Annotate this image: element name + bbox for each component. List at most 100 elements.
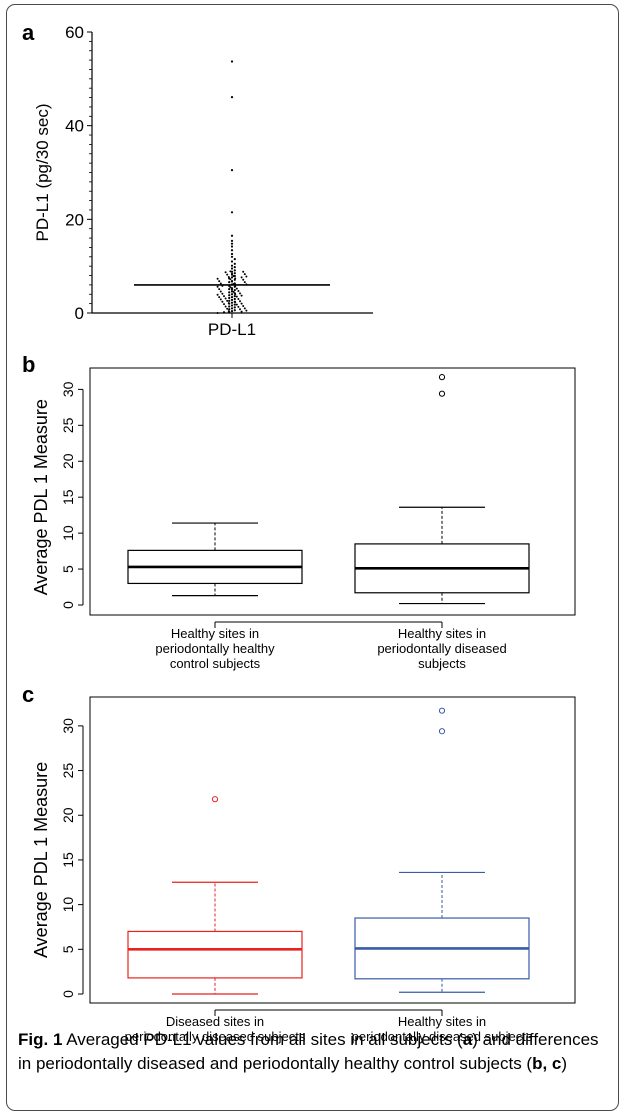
data-point: [231, 280, 233, 283]
data-point: [234, 285, 237, 288]
y-tick-label: 20: [65, 210, 84, 229]
data-point: [230, 169, 234, 172]
data-point: [230, 245, 234, 248]
data-point: [216, 293, 219, 296]
y-tick-label: 30: [60, 381, 76, 397]
outlier-point: [438, 728, 446, 735]
x-tick-label: control subjects: [170, 656, 261, 671]
caption-text-3: ): [561, 1054, 568, 1073]
y-tick-label: 5: [60, 565, 76, 573]
data-point: [228, 296, 231, 300]
data-point: [228, 299, 231, 302]
outlier-point: [438, 707, 446, 714]
data-point: [228, 291, 231, 294]
data-point: [230, 290, 234, 293]
data-point: [230, 234, 234, 237]
data-point: [230, 249, 234, 252]
x-tick-label: Healthy sites in: [171, 626, 259, 641]
data-point: [234, 293, 237, 296]
data-point: [234, 301, 237, 304]
data-point: [233, 269, 236, 272]
caption-text-2: ) and differences in periodontally disea…: [18, 1030, 599, 1073]
x-tick-label: Healthy sites in: [398, 626, 486, 641]
data-point: [228, 305, 231, 308]
data-point: [230, 252, 234, 256]
data-point: [230, 270, 234, 273]
data-point: [226, 299, 229, 302]
panel-a: a 0 20 40 60 PD-L1 PD-L1 (pg/30 sec): [22, 20, 373, 339]
data-point: [233, 266, 236, 269]
data-point: [231, 288, 233, 291]
data-point: [230, 264, 234, 267]
x-tick-label: subjects: [418, 656, 466, 671]
data-point: [240, 294, 243, 297]
y-tick-label: 20: [60, 453, 76, 469]
figure-caption: Fig. 1 Averaged PD-L1 values from all si…: [18, 1028, 613, 1076]
data-point: [230, 304, 234, 307]
data-point: [224, 271, 227, 274]
y-tick-label: 10: [60, 525, 76, 541]
data-point: [216, 277, 219, 280]
iqr-box: [127, 930, 303, 979]
data-point: [232, 275, 235, 278]
data-point: [230, 298, 234, 301]
data-point: [230, 310, 234, 313]
data-point: [233, 306, 236, 309]
data-point: [230, 295, 234, 299]
caption-text-1: Averaged PD-L1 values from all sites in …: [62, 1030, 463, 1049]
data-point: [224, 305, 227, 308]
y-tick-label: 25: [60, 417, 76, 433]
x-tick-label: periodontally healthy: [155, 641, 275, 656]
y-tick-label: 10: [60, 897, 76, 913]
data-point: [224, 297, 227, 300]
data-point: [234, 277, 237, 280]
data-point: [245, 309, 248, 312]
y-axis-label: Average PDL 1 Measure: [31, 762, 51, 958]
y-tick-label: 15: [60, 852, 76, 868]
data-point: [239, 292, 241, 295]
data-point: [228, 308, 231, 311]
outlier-point: [438, 390, 446, 397]
plot-border: [89, 367, 576, 616]
caption-ref-a: a: [462, 1030, 473, 1049]
data-point: [230, 239, 234, 242]
x-tick-label: periodontally diseased subjects: [352, 1029, 533, 1044]
data-point: [216, 312, 219, 314]
data-point: [243, 281, 246, 284]
outlier-point: [438, 374, 446, 381]
data-point: [218, 296, 221, 299]
data-point: [235, 303, 238, 306]
data-point: [219, 282, 222, 285]
data-point: [235, 287, 238, 290]
data-point: [243, 273, 246, 276]
data-point: [219, 290, 222, 293]
y-axis-label: Average PDL 1 Measure: [31, 399, 51, 595]
data-point: [230, 242, 234, 245]
data-point: [233, 303, 236, 306]
data-point: [237, 289, 240, 292]
data-point: [219, 298, 222, 301]
data-point: [228, 288, 231, 291]
y-axis-label: PD-L1 (pg/30 sec): [33, 104, 52, 242]
data-point: [240, 310, 243, 313]
panel-b: b 0 5 10 15 20 25 30 Average PDL 1 Measure Health…: [22, 352, 576, 671]
data-point: [228, 280, 231, 284]
data-point: [242, 278, 245, 281]
data-point: [233, 272, 236, 275]
data-point: [223, 311, 225, 314]
x-tick-label: Diseased sites in: [166, 1014, 264, 1029]
data-point: [232, 290, 235, 293]
plot-border: [89, 696, 576, 1004]
data-point: [243, 307, 246, 310]
y-tick-label: 60: [65, 23, 84, 42]
data-point: [221, 300, 224, 303]
data-point: [237, 297, 240, 300]
y-tick-label: 15: [60, 489, 76, 505]
data-point: [230, 260, 234, 263]
y-tick-label: 25: [60, 763, 76, 779]
data-point: [242, 304, 245, 307]
x-tick-label: periodontally diseased subjects: [125, 1029, 306, 1044]
data-point: [230, 255, 234, 258]
y-tick-label: 30: [60, 718, 76, 734]
data-point: [221, 292, 224, 295]
